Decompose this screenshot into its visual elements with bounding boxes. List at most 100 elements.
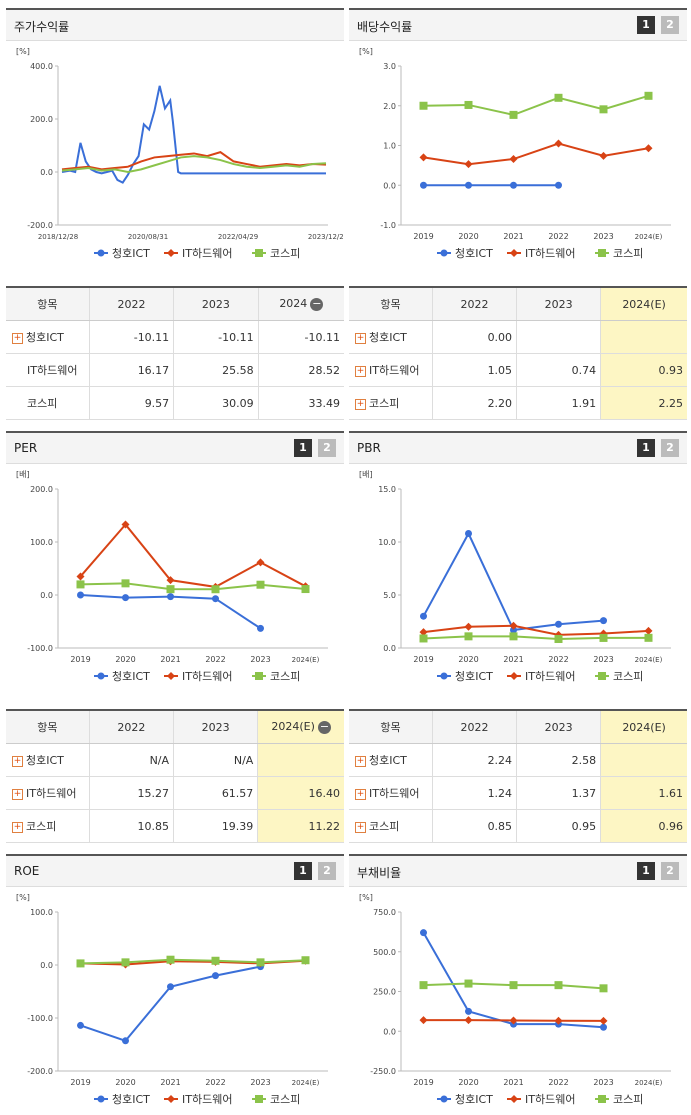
data-point-it-hardware[interactable] [166,576,175,585]
legend-item-chungho-ict[interactable]: 청호ICT [437,1093,493,1106]
legend-item-chungho-ict[interactable]: 청호ICT [94,670,150,683]
legend-item-chungho-ict[interactable]: 청호ICT [437,670,493,683]
data-point-kospi[interactable] [464,632,473,641]
data-point-chungho-ict[interactable] [77,1021,84,1029]
data-point-kospi[interactable] [419,981,428,990]
data-point-kospi[interactable] [166,585,175,594]
data-point-kospi[interactable] [554,93,563,102]
expand-icon[interactable]: + [12,755,23,767]
data-point-it-hardware[interactable] [554,630,563,639]
data-point-it-hardware[interactable] [464,1016,473,1025]
data-point-kospi[interactable] [256,958,265,967]
data-point-kospi[interactable] [121,958,130,967]
data-point-kospi[interactable] [76,580,85,589]
period-2-button[interactable]: 2 [318,439,336,457]
data-point-chungho-ict[interactable] [465,181,472,189]
data-point-kospi[interactable] [554,634,563,643]
data-point-it-hardware[interactable] [599,629,608,638]
collapse-icon[interactable]: − [310,296,324,311]
data-point-kospi[interactable] [301,585,310,594]
legend-item-it-hardware[interactable]: IT하드웨어 [507,246,575,260]
data-point-kospi[interactable] [599,984,608,993]
period-2-button[interactable]: 2 [661,16,679,34]
data-point-chungho-ict[interactable] [510,181,517,189]
data-point-it-hardware[interactable] [554,1016,563,1025]
data-point-it-hardware[interactable] [121,520,130,529]
data-point-it-hardware[interactable] [644,626,653,635]
legend-item-kospi[interactable]: 코스피 [595,1093,643,1106]
period-1-button[interactable]: 1 [637,16,655,34]
data-point-chungho-ict[interactable] [465,1007,472,1015]
data-point-kospi[interactable] [644,633,653,642]
data-point-kospi[interactable] [464,979,473,988]
collapse-icon[interactable]: − [317,719,331,734]
period-2-button[interactable]: 2 [318,862,336,880]
data-point-kospi[interactable] [256,580,265,589]
data-point-kospi[interactable] [121,579,130,588]
data-point-chungho-ict[interactable] [600,1023,607,1031]
legend-item-kospi[interactable]: 코스피 [252,1093,300,1106]
data-point-chungho-ict[interactable] [600,617,607,625]
legend-item-kospi[interactable]: 코스피 [252,247,300,260]
data-point-it-hardware[interactable] [464,622,473,631]
expand-icon[interactable]: + [12,788,23,800]
data-point-it-hardware[interactable] [644,144,653,153]
expand-icon[interactable]: + [355,365,366,377]
legend-item-it-hardware[interactable]: IT하드웨어 [507,669,575,683]
legend-item-kospi[interactable]: 코스피 [595,247,643,260]
data-point-chungho-ict[interactable] [555,181,562,189]
data-point-chungho-ict[interactable] [212,595,219,603]
data-point-kospi[interactable] [644,91,653,100]
data-point-it-hardware[interactable] [419,1016,428,1025]
data-point-kospi[interactable] [509,981,518,990]
data-point-chungho-ict[interactable] [167,983,174,991]
data-point-kospi[interactable] [76,959,85,968]
expand-icon[interactable]: + [355,332,366,344]
data-point-it-hardware[interactable] [554,139,563,148]
expand-icon[interactable]: + [355,788,366,800]
period-1-button[interactable]: 1 [637,439,655,457]
expand-icon[interactable]: + [355,755,366,767]
data-point-chungho-ict[interactable] [510,626,517,634]
data-point-kospi[interactable] [599,633,608,642]
expand-icon[interactable]: + [12,821,23,833]
expand-icon[interactable]: + [355,821,366,833]
data-point-kospi[interactable] [464,100,473,109]
data-point-it-hardware[interactable] [509,1016,518,1025]
legend-item-it-hardware[interactable]: IT하드웨어 [164,246,232,260]
data-point-it-hardware[interactable] [509,621,518,630]
data-point-kospi[interactable] [301,956,310,965]
period-1-button[interactable]: 1 [637,862,655,880]
data-point-chungho-ict[interactable] [420,929,427,937]
data-point-kospi[interactable] [419,634,428,643]
expand-icon[interactable]: + [355,398,366,410]
data-point-chungho-ict[interactable] [167,593,174,601]
data-point-it-hardware[interactable] [419,153,428,162]
legend-item-chungho-ict[interactable]: 청호ICT [94,1093,150,1106]
legend-item-it-hardware[interactable]: IT하드웨어 [164,1092,232,1106]
data-point-chungho-ict[interactable] [555,620,562,628]
data-point-it-hardware[interactable] [509,155,518,164]
data-point-it-hardware[interactable] [599,151,608,160]
data-point-kospi[interactable] [419,101,428,110]
data-point-it-hardware[interactable] [464,160,473,169]
period-1-button[interactable]: 1 [294,439,312,457]
data-point-chungho-ict[interactable] [122,1037,129,1045]
data-point-kospi[interactable] [166,955,175,964]
legend-item-chungho-ict[interactable]: 청호ICT [437,247,493,260]
legend-item-chungho-ict[interactable]: 청호ICT [94,247,150,260]
data-point-it-hardware[interactable] [76,572,85,581]
period-1-button[interactable]: 1 [294,862,312,880]
data-point-kospi[interactable] [509,110,518,119]
legend-item-kospi[interactable]: 코스피 [595,670,643,683]
data-point-kospi[interactable] [211,956,220,965]
data-point-kospi[interactable] [509,632,518,641]
expand-icon[interactable]: + [12,332,23,344]
data-point-chungho-ict[interactable] [465,530,472,538]
data-point-chungho-ict[interactable] [420,181,427,189]
period-2-button[interactable]: 2 [661,862,679,880]
legend-item-it-hardware[interactable]: IT하드웨어 [164,669,232,683]
data-point-kospi[interactable] [554,981,563,990]
data-point-it-hardware[interactable] [256,558,265,567]
legend-item-it-hardware[interactable]: IT하드웨어 [507,1092,575,1106]
